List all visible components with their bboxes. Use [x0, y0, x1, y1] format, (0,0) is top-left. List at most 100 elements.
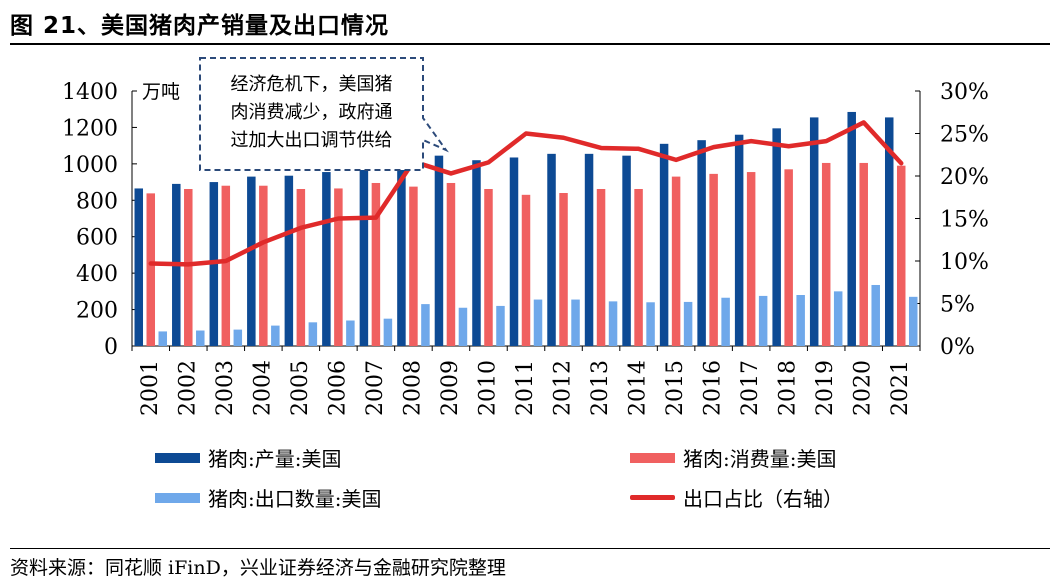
- bar-猪肉-消费量-美国: [521, 194, 531, 346]
- right-tick-label: 20%: [940, 165, 989, 190]
- bar-猪肉-出口数量-美国: [458, 307, 468, 346]
- bar-猪肉-消费量-美国: [896, 165, 906, 346]
- bar-猪肉-消费量-美国: [221, 185, 231, 346]
- x-tick-label: 2019: [813, 360, 838, 416]
- bar-猪肉-消费量-美国: [334, 188, 343, 346]
- left-tick-label: 0: [104, 335, 118, 360]
- left-tick-label: 200: [76, 299, 118, 324]
- bar-猪肉-出口数量-美国: [271, 325, 280, 346]
- bar-猪肉-出口数量-美国: [233, 329, 243, 346]
- left-tick-label: 1400: [62, 80, 118, 105]
- x-tick-label: 2013: [588, 360, 613, 416]
- legend-swatch-export-qty: [155, 492, 200, 503]
- x-tick-label: 2017: [738, 360, 763, 416]
- annotation-line: 经济危机下，美国猪: [231, 74, 393, 95]
- bar-猪肉-出口数量-美国: [758, 295, 768, 346]
- legend-label-export-share: 出口占比（右轴）: [683, 487, 843, 511]
- bar-猪肉-消费量-美国: [821, 162, 831, 346]
- bar-猪肉-消费量-美国: [146, 193, 156, 346]
- bar-猪肉-产量-美国: [247, 176, 256, 346]
- source-note: 资料来源：同花顺 iFinD，兴业证券经济与金融研究院整理: [10, 557, 506, 579]
- bar-猪肉-出口数量-美国: [608, 301, 618, 346]
- legend-swatch-export-share: [630, 495, 675, 500]
- legend-item-production: 猪肉:产量:美国: [155, 443, 341, 472]
- bar-猪肉-产量-美国: [809, 117, 819, 347]
- x-tick-label: 2021: [888, 360, 913, 416]
- bar-猪肉-消费量-美国: [484, 188, 493, 346]
- title-rule: [10, 43, 1050, 45]
- x-tick-label: 2007: [363, 360, 388, 416]
- bar-猪肉-产量-美国: [322, 172, 331, 346]
- bar-猪肉-产量-美国: [359, 164, 369, 346]
- bar-猪肉-出口数量-美国: [346, 320, 355, 346]
- bar-猪肉-产量-美国: [397, 152, 406, 346]
- right-tick-label: 30%: [940, 80, 989, 105]
- left-tick-label: 400: [76, 262, 118, 287]
- annotation-line: 肉消费减少，政府通: [231, 102, 393, 123]
- x-tick-label: 2006: [325, 360, 350, 416]
- bar-猪肉-消费量-美国: [259, 185, 268, 346]
- x-tick-label: 2015: [663, 360, 688, 416]
- bar-猪肉-出口数量-美国: [571, 299, 580, 346]
- x-tick-label: 2001: [138, 360, 163, 416]
- bar-猪肉-产量-美国: [134, 188, 144, 346]
- right-tick-label: 10%: [940, 250, 989, 275]
- bar-猪肉-消费量-美国: [709, 173, 718, 346]
- x-tick-label: 2011: [513, 360, 538, 416]
- legend-item-consumption: 猪肉:消费量:美国: [630, 443, 836, 472]
- bar-猪肉-消费量-美国: [784, 169, 793, 346]
- bar-猪肉-出口数量-美国: [796, 295, 805, 346]
- bar-猪肉-消费量-美国: [559, 193, 568, 346]
- bar-猪肉-消费量-美国: [746, 172, 756, 346]
- right-tick-label: 5%: [940, 293, 975, 318]
- bar-猪肉-产量-美国: [659, 143, 669, 346]
- bar-猪肉-消费量-美国: [184, 188, 193, 346]
- x-tick-label: 2018: [776, 360, 801, 416]
- x-tick-label: 2020: [851, 360, 876, 416]
- bar-猪肉-产量-美国: [547, 153, 556, 346]
- bar-猪肉-出口数量-美国: [421, 304, 430, 346]
- bar-猪肉-产量-美国: [434, 155, 444, 346]
- bar-猪肉-出口数量-美国: [308, 322, 318, 346]
- bar-猪肉-出口数量-美国: [683, 301, 693, 346]
- right-tick-label: 15%: [940, 208, 989, 233]
- legend-label-production: 猪肉:产量:美国: [208, 447, 342, 471]
- bar-猪肉-出口数量-美国: [721, 297, 730, 346]
- legend-label-consumption: 猪肉:消费量:美国: [683, 447, 837, 471]
- legend-swatch-consumption: [630, 452, 675, 463]
- x-tick-label: 2004: [250, 360, 275, 416]
- annotation-callout: [199, 57, 449, 171]
- bar-猪肉-消费量-美国: [596, 188, 606, 346]
- bar-猪肉-出口数量-美国: [533, 299, 543, 346]
- left-tick-label: 1200: [62, 116, 118, 141]
- bar-猪肉-出口数量-美国: [196, 330, 205, 346]
- bar-猪肉-产量-美国: [884, 117, 894, 347]
- bar-猪肉-产量-美国: [734, 134, 744, 346]
- annotation-line: 过加大出口调节供给: [231, 130, 393, 151]
- x-tick-label: 2005: [288, 360, 313, 416]
- left-tick-label: 800: [76, 189, 118, 214]
- bar-猪肉-产量-美国: [847, 111, 856, 346]
- footer-rule: [10, 548, 1050, 549]
- bar-猪肉-出口数量-美国: [383, 318, 393, 346]
- x-tick-label: 2012: [551, 360, 576, 416]
- bar-猪肉-产量-美国: [284, 175, 294, 346]
- x-tick-label: 2008: [400, 360, 425, 416]
- bar-猪肉-产量-美国: [697, 140, 706, 346]
- x-tick-label: 2016: [701, 360, 726, 416]
- right-tick-label: 0%: [940, 335, 975, 360]
- left-axis-unit: 万吨: [142, 81, 180, 103]
- bar-猪肉-出口数量-美国: [833, 291, 843, 346]
- left-tick-label: 600: [76, 226, 118, 251]
- bar-猪肉-产量-美国: [622, 155, 631, 346]
- bar-猪肉-消费量-美国: [409, 186, 418, 346]
- bar-猪肉-消费量-美国: [634, 188, 643, 346]
- bar-猪肉-消费量-美国: [859, 162, 868, 346]
- legend-item-export-qty: 猪肉:出口数量:美国: [155, 483, 381, 512]
- x-tick-label: 2003: [213, 360, 238, 416]
- x-tick-label: 2002: [175, 360, 200, 416]
- bar-猪肉-出口数量-美国: [158, 331, 168, 346]
- bar-猪肉-消费量-美国: [296, 188, 306, 346]
- bar-猪肉-产量-美国: [772, 128, 781, 346]
